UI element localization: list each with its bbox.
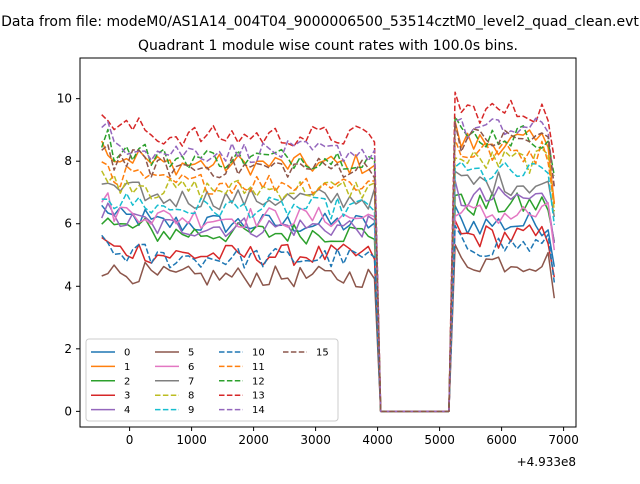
series-line-6 [101, 192, 556, 413]
legend-label: 14 [252, 405, 265, 416]
series-line-3 [101, 219, 556, 413]
plot-frame [79, 57, 577, 428]
legend-label: 15 [316, 348, 329, 359]
legend-label: 2 [124, 376, 130, 387]
series-line-14 [101, 117, 556, 413]
legend-label: 13 [252, 391, 265, 402]
legend-label: 11 [252, 362, 265, 373]
y-axis: 0 2 4 6 8 10 [57, 92, 80, 418]
y-tick-label: 4 [64, 279, 72, 293]
series-line-13 [101, 91, 556, 413]
series-line-8 [101, 147, 556, 413]
series-line-7 [101, 170, 556, 413]
y-tick-label: 10 [57, 92, 72, 106]
y-tick-label: 2 [64, 342, 72, 356]
legend-box [85, 338, 339, 422]
figure-suptitle: Data from file: modeM0/AS1A14_004T04_900… [1, 14, 639, 30]
series-line-11 [101, 138, 556, 413]
series-line-15 [101, 122, 556, 413]
series-line-0 [101, 204, 556, 413]
x-tick-label: 6000 [486, 433, 517, 447]
y-tick-label: 0 [64, 404, 72, 418]
x-tick-label: 7000 [548, 433, 579, 447]
x-offset-label: +4.933e8 [517, 455, 576, 469]
y-tick-label: 6 [64, 217, 72, 231]
x-tick-label: 3000 [300, 433, 331, 447]
legend-label: 12 [252, 376, 265, 387]
plot-lines [100, 91, 556, 413]
x-tick-label: 5000 [424, 433, 455, 447]
series-line-1 [101, 120, 556, 413]
series-line-2 [101, 192, 556, 413]
x-tick-label: 2000 [238, 433, 269, 447]
x-tick-label: 1000 [176, 433, 207, 447]
x-axis: 0 1000 2000 3000 4000 5000 6000 7000 [126, 427, 579, 447]
chart-title: Quadrant 1 module wise count rates with … [138, 38, 518, 54]
series-line-10 [101, 224, 556, 413]
legend-label: 6 [188, 362, 194, 373]
x-tick-label: 0 [126, 433, 134, 447]
legend-label: 10 [252, 348, 265, 359]
x-tick-label: 4000 [362, 433, 393, 447]
legend-label: 3 [124, 391, 130, 402]
legend-label: 5 [188, 348, 194, 359]
legend-label: 1 [124, 362, 130, 373]
legend-label: 7 [188, 376, 194, 387]
legend-label: 9 [188, 405, 194, 416]
legend-label: 4 [124, 405, 130, 416]
legend-label: 0 [124, 348, 130, 359]
legend-label: 8 [188, 391, 194, 402]
series-line-9 [101, 161, 556, 413]
series-line-12 [100, 115, 556, 413]
y-tick-label: 8 [64, 154, 72, 168]
series-line-5 [101, 243, 556, 413]
